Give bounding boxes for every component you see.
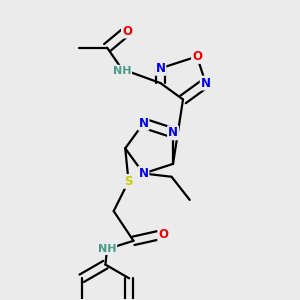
Text: N: N bbox=[168, 126, 178, 139]
Text: O: O bbox=[122, 25, 132, 38]
Text: N: N bbox=[139, 167, 148, 180]
Text: NH: NH bbox=[98, 244, 116, 254]
Text: N: N bbox=[201, 76, 211, 89]
Text: NH: NH bbox=[113, 66, 131, 76]
Text: N: N bbox=[139, 117, 148, 130]
Text: S: S bbox=[124, 175, 133, 188]
Text: O: O bbox=[158, 228, 168, 241]
Text: O: O bbox=[192, 50, 202, 63]
Text: N: N bbox=[155, 62, 165, 75]
